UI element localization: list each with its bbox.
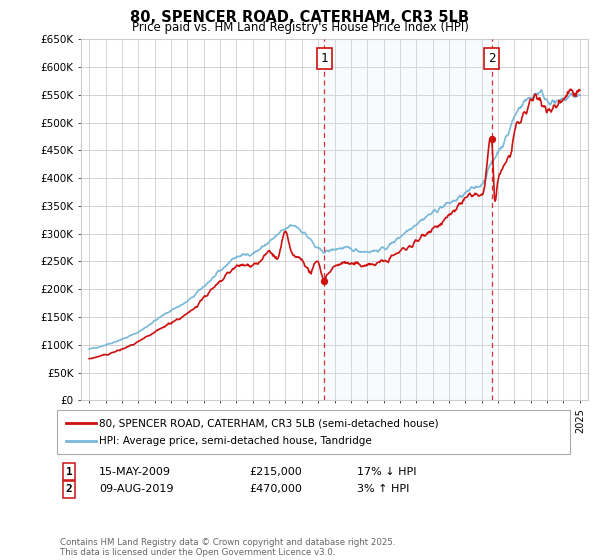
Text: 1: 1 — [320, 52, 328, 65]
Text: 09-AUG-2019: 09-AUG-2019 — [99, 484, 173, 494]
Point — [319, 277, 329, 286]
Text: 1: 1 — [65, 466, 73, 477]
Text: 15-MAY-2009: 15-MAY-2009 — [99, 466, 171, 477]
Text: 17% ↓ HPI: 17% ↓ HPI — [357, 466, 416, 477]
Text: £470,000: £470,000 — [249, 484, 302, 494]
Text: 80, SPENCER ROAD, CATERHAM, CR3 5LB (semi-detached house): 80, SPENCER ROAD, CATERHAM, CR3 5LB (sem… — [99, 418, 439, 428]
Text: 3% ↑ HPI: 3% ↑ HPI — [357, 484, 409, 494]
Text: 80, SPENCER ROAD, CATERHAM, CR3 5LB: 80, SPENCER ROAD, CATERHAM, CR3 5LB — [131, 10, 470, 25]
Text: 2: 2 — [65, 484, 73, 494]
Point — [487, 135, 496, 144]
Text: Contains HM Land Registry data © Crown copyright and database right 2025.
This d: Contains HM Land Registry data © Crown c… — [60, 538, 395, 557]
Text: £215,000: £215,000 — [249, 466, 302, 477]
Text: 2: 2 — [488, 52, 495, 65]
Text: HPI: Average price, semi-detached house, Tandridge: HPI: Average price, semi-detached house,… — [99, 436, 372, 446]
Bar — [324, 39, 491, 400]
Text: Price paid vs. HM Land Registry's House Price Index (HPI): Price paid vs. HM Land Registry's House … — [131, 21, 469, 34]
